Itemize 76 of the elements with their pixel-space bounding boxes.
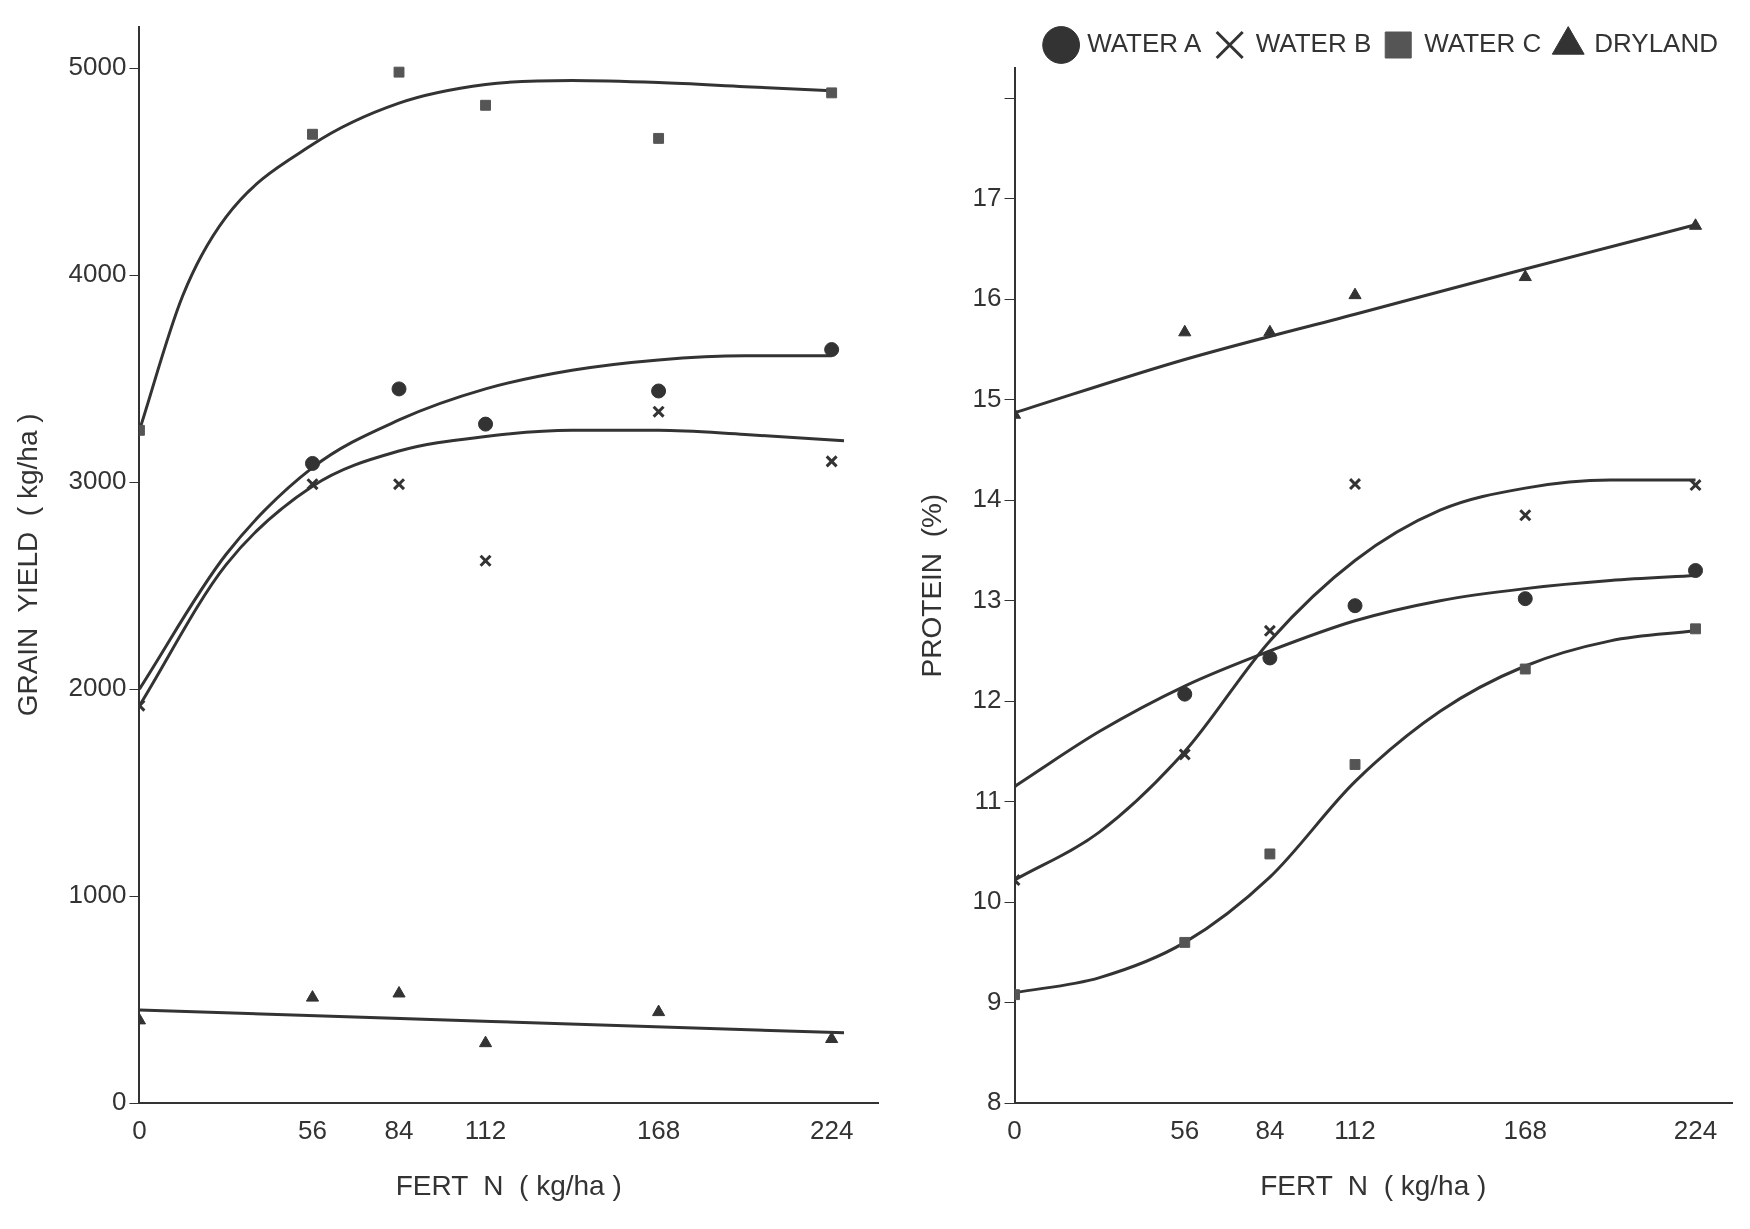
x-tick-label: 224 [809, 1114, 854, 1145]
point [392, 477, 406, 491]
point [1349, 759, 1361, 770]
point [826, 87, 838, 99]
point [824, 342, 840, 358]
legend-label: WATER A [1087, 28, 1202, 59]
y-axis-title: PROTEIN (%) [915, 493, 947, 678]
legend-label: DRYLAND [1594, 28, 1718, 59]
point [1347, 598, 1363, 614]
point [391, 381, 407, 397]
point [392, 985, 406, 998]
x-tick-label: 84 [384, 1114, 414, 1145]
point [1348, 287, 1362, 300]
x-tick-label: 112 [464, 1114, 507, 1145]
y-tick-label: 15 [972, 382, 1002, 413]
y-tick-label: 8 [987, 1086, 1002, 1117]
point [304, 455, 320, 471]
y-tick-label: 13 [972, 583, 1002, 614]
x-tick-label: 56 [1170, 1114, 1200, 1145]
point [478, 416, 494, 432]
point [1518, 508, 1532, 522]
x-axis-title: FERT N ( kg/ha ) [1260, 1169, 1487, 1201]
point [1263, 624, 1277, 638]
point [1690, 623, 1701, 635]
point [1688, 563, 1704, 579]
point [1264, 848, 1276, 860]
y-tick-label: 16 [972, 282, 1002, 313]
y-tick-label: 3000 [68, 465, 127, 496]
x-tick-label: 168 [636, 1114, 681, 1145]
y-tick-label: 1000 [68, 879, 127, 910]
y-tick-label: 5000 [68, 51, 127, 82]
y-tick-label: 14 [972, 483, 1002, 514]
x-tick-label: 224 [1673, 1114, 1718, 1145]
point [825, 1031, 839, 1044]
point [306, 477, 319, 491]
legend-label: WATER C [1424, 28, 1542, 59]
x-tick-label: 56 [298, 1114, 327, 1145]
point [1177, 686, 1193, 702]
point [651, 383, 667, 399]
x-tick-label: 168 [1503, 1114, 1547, 1145]
x-tick-label: 0 [132, 1114, 147, 1145]
y-tick-label: 4000 [68, 258, 127, 289]
y-tick-label: 11 [974, 784, 1002, 815]
point [480, 99, 491, 111]
y-tick-label: 17 [972, 181, 1002, 212]
point [305, 990, 320, 1002]
point [478, 1035, 493, 1048]
point [652, 1004, 666, 1017]
point [1178, 748, 1192, 761]
y-tick-label: 9 [987, 985, 1002, 1016]
point [1179, 936, 1191, 948]
point [653, 132, 665, 144]
point [1262, 650, 1278, 666]
point [1178, 324, 1192, 337]
line-series [1014, 478, 1698, 882]
legend-label: WATER B [1255, 28, 1372, 59]
point [1519, 663, 1531, 675]
y-tick-label: 0 [111, 1086, 127, 1117]
point [1263, 324, 1277, 337]
point [307, 128, 318, 140]
point [1688, 218, 1703, 230]
y-tick-label: 10 [972, 885, 1002, 916]
point [1348, 477, 1362, 491]
y-axis-title: GRAIN YIELD ( kg/ha ) [11, 413, 43, 717]
point [652, 405, 666, 419]
point [1518, 269, 1532, 282]
point [479, 554, 492, 568]
y-tick-label: 2000 [68, 672, 127, 703]
x-tick-label: 0 [1007, 1114, 1022, 1145]
point [1517, 591, 1533, 607]
point [825, 454, 839, 468]
y-tick-label: 12 [972, 684, 1002, 715]
x-tick-label: 84 [1255, 1114, 1285, 1145]
x-axis-title: FERT N ( kg/ha ) [395, 1169, 622, 1201]
x-tick-label: 112 [1334, 1114, 1376, 1145]
point [393, 66, 405, 78]
